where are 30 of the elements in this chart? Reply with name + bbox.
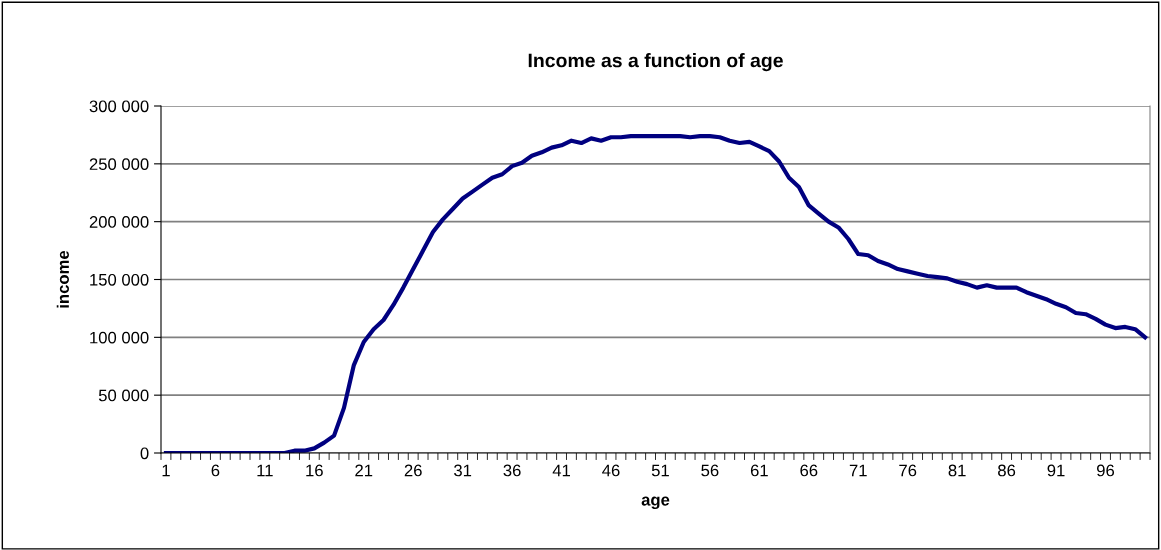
x-tick-label: 71 bbox=[849, 464, 867, 477]
x-tick-label: 86 bbox=[998, 464, 1016, 477]
chart-title: Income as a function of age bbox=[528, 53, 783, 72]
y-axis-title: income bbox=[56, 250, 69, 308]
x-axis-title: age bbox=[641, 496, 670, 510]
x-tick-label: 81 bbox=[948, 464, 966, 477]
y-tick-label: 200 000 bbox=[89, 216, 149, 228]
x-tick-label: 31 bbox=[454, 464, 472, 477]
x-tick-label: 26 bbox=[404, 464, 422, 477]
x-tick-label: 16 bbox=[306, 464, 323, 477]
y-tick-label: 100 000 bbox=[90, 331, 149, 344]
x-tick-label: 91 bbox=[1047, 464, 1065, 477]
y-tick-label: 50 000 bbox=[98, 389, 149, 402]
x-tick-label: 1 bbox=[162, 464, 170, 477]
x-tick-label: 96 bbox=[1097, 464, 1115, 477]
x-tick-label: 11 bbox=[257, 464, 273, 477]
x-tick-label: 41 bbox=[552, 464, 570, 477]
x-tick-label: 36 bbox=[503, 464, 521, 477]
x-tick-label: 66 bbox=[800, 464, 818, 477]
x-tick-label: 46 bbox=[602, 464, 620, 477]
x-tick-label: 21 bbox=[355, 464, 373, 477]
y-tick-label: 150 000 bbox=[90, 273, 149, 286]
x-tick-label: 56 bbox=[701, 464, 719, 477]
x-tick-label: 61 bbox=[750, 464, 768, 477]
y-tick-label: 300 000 bbox=[89, 100, 149, 113]
x-tick-label: 76 bbox=[899, 464, 917, 477]
x-tick-label: 51 bbox=[651, 464, 669, 477]
y-tick-label: 0 bbox=[140, 447, 149, 460]
x-tick-label: 6 bbox=[211, 464, 220, 477]
y-tick-label: 250 000 bbox=[89, 158, 149, 171]
